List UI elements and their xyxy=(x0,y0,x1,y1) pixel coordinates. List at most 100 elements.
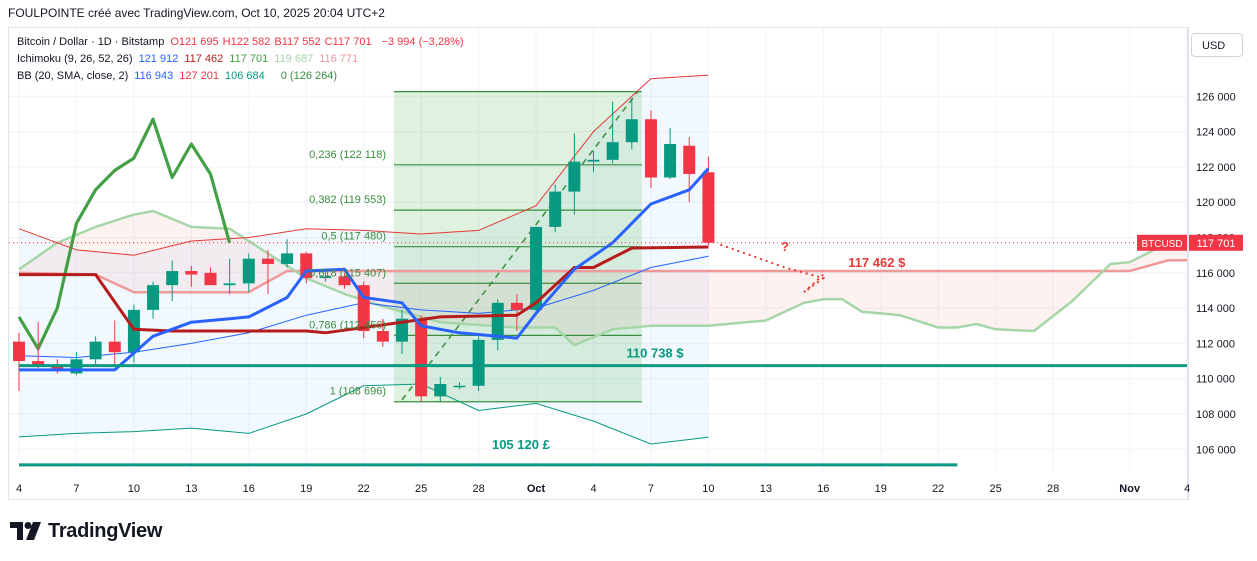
chart-attribution: FOULPOINTE créé avec TradingView.com, Oc… xyxy=(8,6,385,20)
chikou-span xyxy=(17,117,232,351)
candle xyxy=(396,318,408,342)
candle xyxy=(166,271,179,286)
y-tick-label: 126 000 xyxy=(1196,91,1236,103)
support-label: 105 120 £ xyxy=(492,437,551,452)
plot-area: 0,236 (122 118) 0,382 (119 553) 0,5 (117 4… xyxy=(9,28,1187,470)
tradingview-logo-text: TradingView xyxy=(48,519,163,542)
x-tick-label: 28 xyxy=(1047,483,1059,495)
y-tick-label: 122 000 xyxy=(1196,162,1236,174)
candle xyxy=(51,366,64,370)
fib-level-label: 0,786 (112 456) xyxy=(309,319,386,331)
y-tick-label: 108 000 xyxy=(1196,409,1236,421)
x-tick-label: 22 xyxy=(358,483,370,495)
candle xyxy=(491,302,504,340)
candle xyxy=(510,302,523,310)
x-tick-label: 19 xyxy=(875,483,887,495)
x-tick-label: 25 xyxy=(990,483,1002,495)
fib-level-label: 0,5 (117 480) xyxy=(321,231,386,243)
candle xyxy=(376,331,389,342)
candle xyxy=(683,145,696,174)
bb-lower-line xyxy=(18,383,709,445)
candle xyxy=(319,276,332,279)
legend-bb-label: BB (20, SMA, close, 2) xyxy=(17,70,129,82)
candle xyxy=(453,385,466,388)
x-tick-label: 19 xyxy=(300,483,312,495)
x-tick-label: Oct xyxy=(527,483,546,495)
x-tick-label: 13 xyxy=(185,483,197,495)
last-price-tag-label: 117 701 xyxy=(1197,238,1236,250)
x-tick-label: 25 xyxy=(415,483,427,495)
legend-ichimoku-row: Ichimoku (9, 26, 52, 26) 121 912 117 462 11… xyxy=(17,53,364,65)
legend-ohlc-o: O121 695 xyxy=(170,36,219,48)
candle xyxy=(223,283,236,286)
candle xyxy=(261,258,274,264)
legend-bb-row: BB (20, SMA, close, 2) 116 943 127 201 106 … xyxy=(17,70,343,82)
candle xyxy=(587,159,600,162)
x-tick-label: 4 xyxy=(16,483,22,495)
candle xyxy=(185,271,198,275)
legend-bb-basis: 116 943 xyxy=(134,70,174,82)
support-label: 110 738 $ xyxy=(626,346,684,361)
y-tick-label: 110 000 xyxy=(1196,374,1235,386)
bb-fill xyxy=(19,75,709,444)
chart-frame xyxy=(8,27,1188,500)
legend-ichimoku-tenkan: 121 912 xyxy=(138,53,179,65)
fib-level-label: 0,618 (115 407) xyxy=(309,267,386,279)
candle xyxy=(127,309,140,353)
candle xyxy=(644,119,657,178)
legend-ohlc-h: H122 582 xyxy=(222,36,271,48)
x-tick-label: Nov xyxy=(1119,483,1141,495)
kijun-sen xyxy=(19,245,709,335)
legend-ichimoku-chikou: 117 701 xyxy=(229,53,269,65)
symbol-tag-label: BTCUSD xyxy=(1141,239,1182,250)
candle xyxy=(702,172,715,243)
y-tick-label: 106 000 xyxy=(1196,444,1236,456)
legend-ichimoku-label: Ichimoku (9, 26, 52, 26) xyxy=(17,53,133,65)
candle xyxy=(415,318,428,397)
x-tick-label: 7 xyxy=(73,483,79,495)
legend-change: −3 994 (−3,28%) xyxy=(381,36,464,48)
senkou-span-b xyxy=(18,258,1187,294)
candle xyxy=(530,226,543,310)
candle xyxy=(549,191,562,227)
fib-level-label: 0,236 (122 118) xyxy=(309,149,386,161)
x-tick-label: 10 xyxy=(128,483,140,495)
candle xyxy=(281,253,294,264)
legend-ichimoku-span-b: 116 771 xyxy=(319,53,359,65)
legend-ohlc-c: C117 701 xyxy=(324,36,372,48)
x-tick-label: 4 xyxy=(1184,483,1190,495)
legend-bb-upper: 127 201 xyxy=(179,70,219,82)
legend-fib-zero: 0 (126 264) xyxy=(280,70,338,82)
projection-path xyxy=(720,243,826,294)
candle xyxy=(338,276,351,286)
legend-bb-lower: 106 684 xyxy=(224,70,265,82)
tenkan-sen xyxy=(19,167,710,372)
fib-level-label: 0,382 (119 553) xyxy=(309,194,386,206)
candle xyxy=(625,119,638,143)
x-tick-label: 13 xyxy=(760,483,772,495)
candle xyxy=(472,339,485,386)
legend-ichimoku-kijun: 117 462 xyxy=(184,53,224,65)
bb-upper-line xyxy=(18,74,709,256)
candle xyxy=(108,341,121,353)
candle xyxy=(606,142,619,160)
legend-symbol: Bitcoin / Dollar · 1D · Bitstamp xyxy=(17,36,165,48)
y-tick-label: 112 000 xyxy=(1196,338,1235,350)
y-tick-label: 116 000 xyxy=(1196,268,1235,280)
y-tick-label: 124 000 xyxy=(1196,127,1236,139)
tradingview-logo[interactable]: TradingView xyxy=(10,519,162,543)
candle xyxy=(242,258,255,284)
x-tick-label: 10 xyxy=(702,483,714,495)
currency-button[interactable]: USD xyxy=(1191,33,1243,57)
legend-symbol-row: Bitcoin / Dollar · 1D · Bitstamp O121 695… xyxy=(17,36,470,48)
y-tick-label: 114 000 xyxy=(1196,303,1235,315)
price-scale-divider xyxy=(1188,27,1189,500)
candle xyxy=(13,341,25,362)
x-tick-label: 16 xyxy=(817,483,829,495)
x-tick-label: 4 xyxy=(590,483,596,495)
fib-level-label: 1 (108 696) xyxy=(330,386,386,398)
candle xyxy=(434,383,447,397)
last-price-tag xyxy=(1189,234,1243,251)
candle xyxy=(89,341,102,360)
